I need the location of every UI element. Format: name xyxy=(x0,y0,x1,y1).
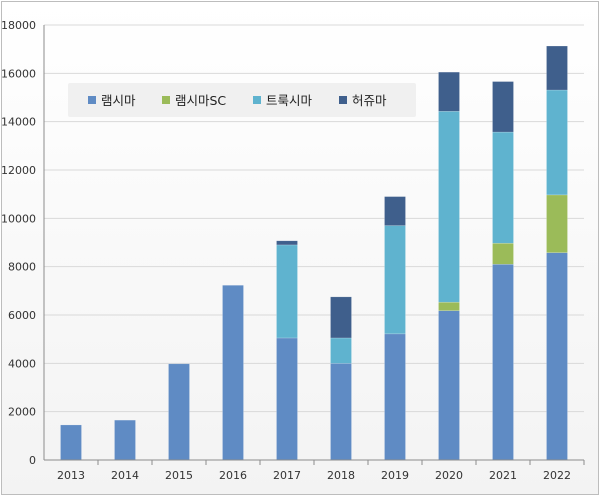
bar-segment xyxy=(330,363,352,461)
bar-segment xyxy=(546,252,568,461)
y-tick-label: 4000 xyxy=(8,357,36,370)
legend-swatch xyxy=(162,96,170,104)
y-axis: 0 2000 4000 6000 8000 10000 12000 14000 16000 180… xyxy=(1,19,45,467)
bar-segment xyxy=(438,111,460,303)
bars xyxy=(60,45,568,461)
legend-label: 트룩시마 xyxy=(266,93,313,108)
bar-segment xyxy=(438,310,460,461)
bar-segment xyxy=(546,89,568,196)
legend-background xyxy=(68,83,416,117)
y-tick-label: 14000 xyxy=(1,116,36,129)
bar-segment xyxy=(276,240,298,246)
bar-segment xyxy=(438,301,460,311)
bar-segment xyxy=(492,264,514,461)
legend-swatch xyxy=(88,96,96,104)
x-tick-label: 2014 xyxy=(111,469,139,482)
y-tick-label: 10000 xyxy=(1,212,36,225)
legend-swatch xyxy=(339,96,347,104)
bar-segment xyxy=(330,296,352,339)
x-tick-label: 2013 xyxy=(57,469,85,482)
y-tick-label: 8000 xyxy=(8,261,36,274)
y-tick-label: 6000 xyxy=(8,309,36,322)
y-tick-label: 12000 xyxy=(1,164,36,177)
bar-segment xyxy=(276,337,298,461)
bar-segment xyxy=(330,337,352,364)
x-axis: 2013 2014 2015 2016 2017 2018 2019 2020 2021 2022 xyxy=(44,459,585,482)
x-tick-label: 2019 xyxy=(381,469,409,482)
x-tick-label: 2016 xyxy=(219,469,247,482)
legend-swatch xyxy=(253,96,261,104)
legend-label: 램시마SC xyxy=(175,93,226,108)
bar-segment xyxy=(384,333,406,461)
bar-segment xyxy=(492,131,514,244)
y-tick-label: 16000 xyxy=(1,67,36,80)
legend-label: 램시마 xyxy=(101,93,136,108)
bar-segment xyxy=(168,363,190,461)
x-tick-label: 2021 xyxy=(489,469,517,482)
bar-segment xyxy=(492,81,514,133)
bar-segment xyxy=(384,225,406,335)
bar-segment xyxy=(546,45,568,91)
bar-segment xyxy=(60,424,82,461)
x-tick-label: 2015 xyxy=(165,469,193,482)
y-tick-label: 2000 xyxy=(8,406,36,419)
bar-segment xyxy=(384,196,406,226)
bar-segment xyxy=(438,71,460,112)
y-tick-label: 0 xyxy=(29,454,36,467)
x-tick-label: 2017 xyxy=(273,469,301,482)
bar-segment xyxy=(114,419,136,461)
x-tick-label: 2020 xyxy=(435,469,463,482)
bar-segment xyxy=(222,285,244,461)
x-tick-label: 2018 xyxy=(327,469,355,482)
bar-segment xyxy=(492,242,514,265)
y-tick-label: 18000 xyxy=(1,19,36,32)
legend: 램시마 램시마SC 트룩시마 허쥬마 xyxy=(68,83,416,117)
bar-segment xyxy=(276,244,298,339)
x-tick-label: 2022 xyxy=(543,469,571,482)
bar-segment xyxy=(546,194,568,253)
legend-label: 허쥬마 xyxy=(352,93,387,108)
